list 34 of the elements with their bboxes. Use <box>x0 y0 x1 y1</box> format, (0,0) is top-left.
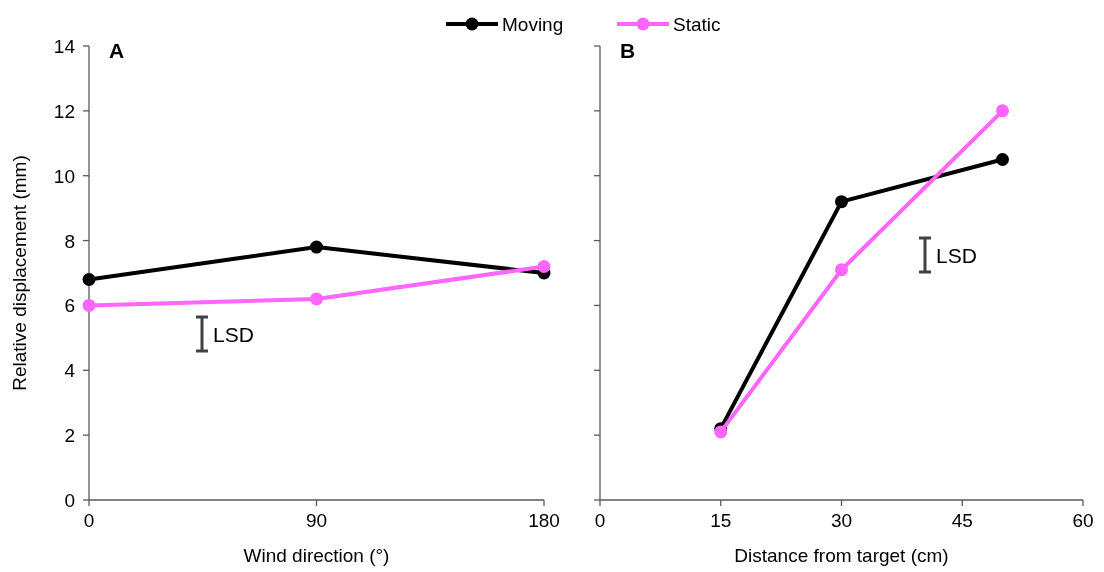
point <box>310 292 323 306</box>
point <box>835 195 848 209</box>
y-tick-label: 2 <box>64 425 75 447</box>
point <box>310 240 323 254</box>
y-tick-label: 6 <box>64 295 75 317</box>
legend-label: Moving <box>502 14 564 35</box>
y-axis-title: Relative displacement (mm) <box>9 155 30 391</box>
legend-label: Static <box>673 14 721 35</box>
point <box>996 153 1009 166</box>
x-tick-label: 30 <box>830 510 853 531</box>
y-tick-label: 14 <box>53 36 76 57</box>
chart-title: B <box>620 39 636 62</box>
y-tick-label: 10 <box>53 165 75 187</box>
point <box>537 260 551 274</box>
point <box>835 263 848 277</box>
annotation: LSD <box>213 323 254 346</box>
y-tick-label: 8 <box>64 230 75 252</box>
x-tick-label: 0 <box>83 510 95 531</box>
x-tick-label: 60 <box>1072 510 1094 531</box>
x-tick-label: 0 <box>594 510 606 531</box>
chart-title: A <box>109 39 125 62</box>
y-tick-label: 0 <box>64 490 75 511</box>
y-tick-label: 4 <box>64 360 76 382</box>
x-axis-title: Wind direction (°) <box>243 545 390 566</box>
annotation: LSD <box>936 244 977 267</box>
x-tick-label: 15 <box>710 510 732 531</box>
x-tick-label: 45 <box>951 510 973 531</box>
x-tick-label: 180 <box>528 510 560 531</box>
x-axis-title: Distance from target (cm) <box>734 545 949 566</box>
point <box>82 272 96 286</box>
point <box>82 298 96 312</box>
y-tick-label: 12 <box>53 100 75 122</box>
x-tick-label: 90 <box>305 510 328 531</box>
point <box>996 104 1009 118</box>
